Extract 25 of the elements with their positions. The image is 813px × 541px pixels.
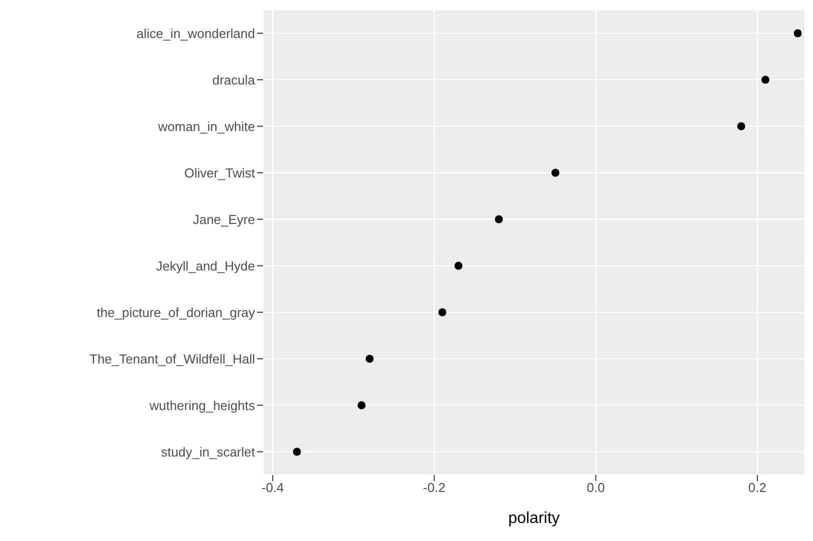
y-tick-label: study_in_scarlet [161,444,256,460]
point [494,215,503,224]
point [454,262,462,270]
x-axis-title: polarity [508,510,560,527]
y-tick-label: Oliver_Twist [184,165,256,180]
point [761,76,770,84]
y-tick-label: wuthering_heights [148,398,256,413]
x-tick-label: -0.2 [423,480,446,496]
y-tick-label: Jane_Eyre [192,212,255,227]
point [551,168,560,177]
y-tick-label: Jekyll_and_Hyde [156,258,255,274]
y-tick-label: The_Tenant_of_Wildfell_Hall [90,351,256,366]
y-tick-label: woman_in_white [157,118,255,134]
point [794,29,802,38]
x-tick-label: 0.0 [586,480,605,496]
y-tick-label: alice_in_wonderland [136,26,255,41]
x-tick-label: -0.4 [261,480,284,496]
point [737,122,746,130]
x-tick-label: 0.2 [748,480,766,496]
y-tick-label: the_picture_of_dorian_gray [96,304,256,320]
point [292,448,301,456]
point [438,308,446,316]
point [366,354,374,363]
point [358,401,366,410]
y-tick-label: dracula [212,72,256,88]
